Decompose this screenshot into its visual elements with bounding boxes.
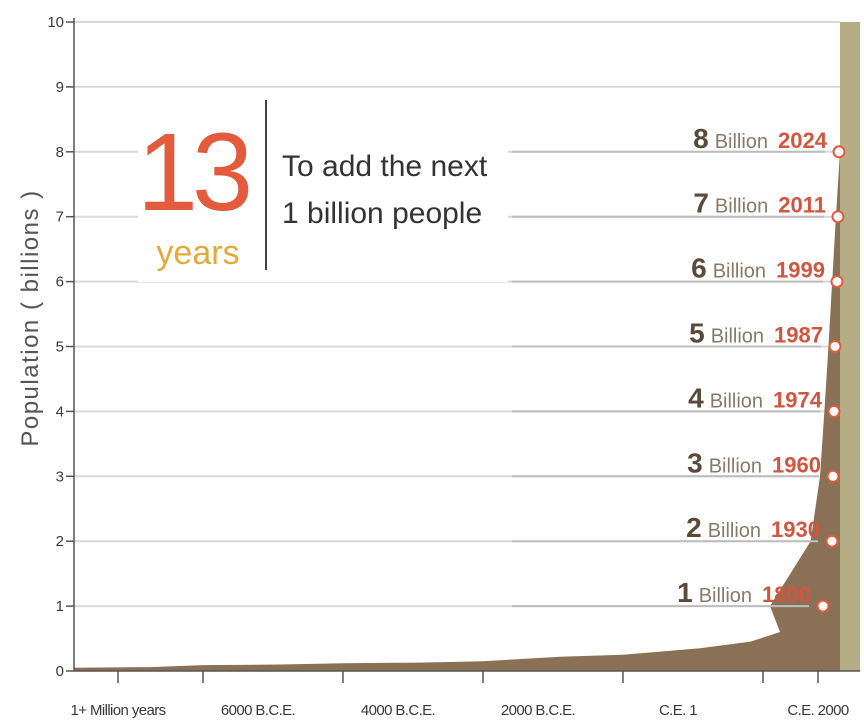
milestone: 5 Billion 1987: [689, 318, 823, 349]
y-tick-label: 2: [56, 533, 64, 550]
x-tick-label: C.E. 1: [659, 702, 697, 719]
y-axis-title: Population ( billions ): [17, 189, 44, 446]
milestone-year: 1960: [772, 452, 821, 477]
x-tick-label: 2000 B.C.E.: [501, 702, 575, 719]
callout-text-line-1: To add the next: [282, 150, 488, 183]
milestone: 2 Billion 1930: [686, 512, 820, 543]
milestone-number: 1: [677, 577, 693, 608]
milestone-unit: Billion: [715, 196, 768, 218]
milestone-year: 1930: [771, 517, 820, 542]
milestone-year: 1974: [773, 387, 823, 412]
milestone-label: 2 Billion 1930: [686, 512, 820, 543]
milestone-label: 5 Billion 1987: [689, 318, 823, 349]
y-tick-label: 10: [47, 14, 64, 31]
milestone-number: 3: [687, 447, 703, 478]
callout-backdrop: [138, 92, 508, 282]
milestone-marker: [831, 210, 845, 224]
milestone-label: 3 Billion 1960: [687, 447, 821, 478]
milestones: 1 Billion 1800 2 Billion 1930 3 Billion 1960 4 Bil…: [512, 123, 846, 613]
milestone: 8 Billion 2024: [693, 123, 828, 154]
population-area: [74, 22, 860, 672]
milestone-marker: [826, 469, 840, 483]
milestone-label: 8 Billion 2024: [693, 123, 828, 154]
milestone-number: 5: [689, 318, 705, 349]
milestone-year: 1800: [762, 582, 811, 607]
milestone-marker: [827, 404, 841, 418]
milestone: 6 Billion 1999: [691, 253, 825, 284]
milestone: 3 Billion 1960: [687, 447, 821, 478]
y-tick-label: 3: [56, 468, 64, 485]
milestone-unit: Billion: [709, 455, 762, 477]
callout: 13 years To add the next 1 billion peopl…: [137, 100, 488, 272]
milestone-year: 2011: [778, 193, 826, 218]
milestone-label: 1 Billion 1800: [677, 577, 811, 608]
callout-number: 13: [137, 111, 249, 234]
grid-lines: [74, 21, 840, 608]
milestone-marker: [816, 599, 830, 613]
milestone-number: 4: [688, 382, 704, 413]
y-tick-label: 9: [56, 79, 64, 96]
y-tick-label: 8: [56, 144, 64, 161]
milestone-year: 1999: [776, 258, 825, 283]
milestone-label: 4 Billion 1974: [688, 382, 823, 413]
milestone-number: 6: [691, 253, 707, 284]
milestone-unit: Billion: [713, 261, 766, 283]
milestone-unit: Billion: [711, 326, 764, 348]
milestone-unit: Billion: [708, 520, 761, 542]
milestone: 1 Billion 1800: [677, 577, 811, 608]
x-tick-label: 6000 B.C.E.: [221, 702, 295, 719]
milestone: 7 Billion 2011: [693, 188, 826, 219]
y-tick-label: 0: [56, 663, 64, 680]
milestone-marker: [825, 534, 839, 548]
x-tick-label: C.E. 2000: [787, 702, 849, 719]
milestone-year: 2024: [778, 128, 828, 153]
milestone-label: 6 Billion 1999: [691, 253, 825, 284]
milestone-number: 7: [693, 188, 709, 219]
milestone-label: 7 Billion 2011: [693, 188, 826, 219]
y-tick-label: 5: [56, 339, 64, 356]
milestone-marker: [832, 145, 846, 159]
y-tick-label: 7: [56, 209, 64, 226]
milestone-unit: Billion: [710, 390, 763, 412]
milestone-number: 8: [693, 123, 709, 154]
callout-unit: years: [156, 234, 239, 272]
recent-era-band: [840, 22, 860, 671]
y-tick-label: 1: [56, 598, 64, 615]
axes: 0 1 2 3 4 5 6 7 8 9 10 1+ Million years 6000 B.C.E. 4…: [47, 14, 860, 719]
x-tick-label: 1+ Million years: [70, 702, 165, 719]
callout-text-line-2: 1 billion people: [282, 197, 482, 230]
milestone-year: 1987: [774, 323, 823, 348]
y-tick-label: 4: [56, 403, 64, 420]
milestone-unit: Billion: [699, 585, 752, 607]
y-tick-label: 6: [56, 274, 64, 291]
milestone-marker: [830, 275, 844, 289]
milestone: 4 Billion 1974: [688, 382, 823, 413]
x-tick-label: 4000 B.C.E.: [361, 702, 435, 719]
milestone-number: 2: [686, 512, 702, 543]
milestone-unit: Billion: [715, 131, 768, 153]
milestone-marker: [828, 340, 842, 353]
